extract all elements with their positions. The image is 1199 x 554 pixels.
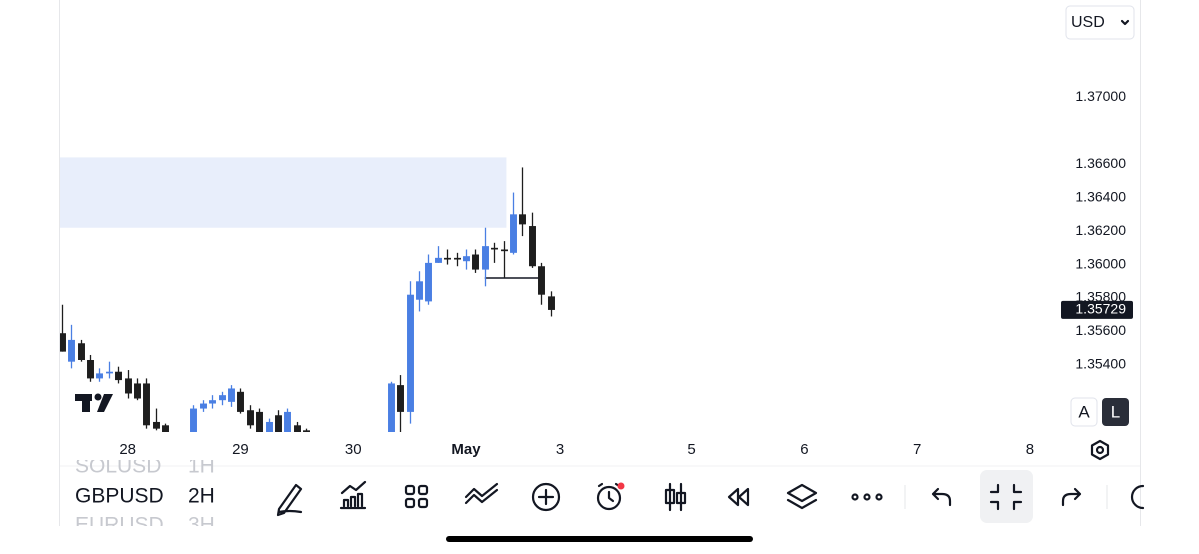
- candle-body: [162, 425, 169, 432]
- candle-body: [143, 383, 150, 426]
- home-indicator: [446, 536, 753, 542]
- plot-area: [60, 157, 555, 432]
- y-tick-label: 1.35800: [1075, 289, 1126, 305]
- x-tick-label: 30: [345, 441, 362, 458]
- layers-icon[interactable]: [786, 483, 818, 510]
- symbol-name: EURUSD: [75, 514, 164, 537]
- candle-body: [200, 403, 207, 409]
- y-tick-label: 1.36600: [1075, 155, 1126, 171]
- candle-body: [190, 408, 197, 432]
- indicators-icon[interactable]: [339, 480, 367, 510]
- candle-body: [510, 214, 517, 253]
- candle-body: [482, 246, 489, 270]
- candle-body: [87, 360, 94, 379]
- candle-body: [237, 391, 244, 412]
- alert-icon[interactable]: [596, 482, 625, 511]
- candle-body: [501, 249, 508, 252]
- candle-body: [463, 256, 470, 262]
- more-icon[interactable]: [851, 493, 883, 501]
- auto-scale-button[interactable]: [1070, 397, 1098, 427]
- candle-body: [275, 415, 282, 432]
- watermark-logo: [75, 393, 113, 412]
- dropdown-arrow: [1120, 19, 1130, 26]
- bar-style-icon[interactable]: [664, 482, 687, 512]
- redo-icon[interactable]: [1061, 487, 1082, 507]
- y-tick-label: 1.35600: [1075, 322, 1126, 338]
- replay-icon[interactable]: [727, 487, 750, 507]
- candle-body: [425, 262, 432, 302]
- currency-label: USD: [1071, 14, 1105, 31]
- interval: 1H: [188, 455, 215, 478]
- auto-scale-label: A: [1078, 402, 1090, 421]
- candle-body: [548, 296, 555, 310]
- last-price-label: 1.35729: [1075, 301, 1126, 317]
- add-icon[interactable]: [531, 482, 561, 512]
- log-scale-label: L: [1111, 402, 1120, 421]
- fullscreen-button[interactable]: [980, 470, 1033, 523]
- x-tick-label: 3: [556, 441, 564, 458]
- candle-body: [115, 371, 122, 381]
- candle-body: [228, 388, 235, 402]
- candle-body: [529, 226, 536, 267]
- candle-body: [472, 254, 479, 270]
- candle-body: [538, 266, 545, 295]
- candle-body: [78, 343, 85, 360]
- candle-body: [491, 247, 498, 250]
- symbol-name: GBPUSD: [75, 485, 164, 508]
- compare-icon[interactable]: [464, 482, 499, 505]
- candle-body: [125, 378, 132, 394]
- interval: 3H: [188, 514, 215, 537]
- zone: [60, 157, 507, 228]
- candle-body: [209, 400, 216, 404]
- candle-body: [219, 395, 226, 401]
- symbol-picker[interactable]: SOLUSD 1H GBPUSD 2H EURUSD 3H: [75, 455, 215, 537]
- candle-body: [266, 421, 273, 432]
- log-scale-button[interactable]: [1102, 398, 1129, 426]
- candle-body: [444, 257, 451, 260]
- settings-icon[interactable]: [1090, 439, 1110, 461]
- candle-body: [247, 410, 254, 426]
- y-tick-label: 1.36200: [1075, 222, 1126, 238]
- candle-body: [96, 373, 103, 379]
- candle-body: [153, 421, 160, 429]
- candle-body: [454, 257, 461, 260]
- last-price-box: [1061, 300, 1133, 319]
- x-tick-label: 6: [800, 441, 808, 458]
- candle-body: [284, 411, 291, 432]
- x-tick-label: 5: [687, 441, 695, 458]
- candle-body: [134, 383, 141, 399]
- draw-tool-icon[interactable]: [276, 483, 303, 517]
- candle-body: [294, 425, 301, 432]
- x-tick-label: 29: [232, 441, 249, 458]
- candle-body: [388, 383, 395, 432]
- layout-icon[interactable]: [404, 484, 429, 509]
- x-tick-label: 28: [119, 441, 136, 458]
- y-tick-label: 1.36400: [1075, 188, 1126, 204]
- symbol-name: SOLUSD: [75, 455, 161, 478]
- undo-icon[interactable]: [931, 487, 952, 507]
- candle-body: [435, 257, 442, 263]
- candle-body: [303, 430, 310, 432]
- candle-body: [519, 214, 526, 225]
- interval: 2H: [188, 485, 215, 508]
- candle-body: [60, 333, 66, 352]
- candle-body: [68, 339, 75, 362]
- currency-button[interactable]: [1065, 5, 1135, 40]
- candle-body: [397, 385, 404, 412]
- collapse-icon: [989, 483, 1023, 511]
- y-tick-label: 1.35400: [1075, 356, 1126, 372]
- x-tick-label: May: [451, 441, 481, 458]
- y-tick-label: 1.36000: [1075, 255, 1126, 271]
- partial-icon[interactable]: [1130, 484, 1145, 510]
- y-tick-label: 1.37000: [1075, 88, 1126, 104]
- candle-body: [106, 371, 113, 374]
- candle-body: [416, 281, 423, 300]
- candle-body: [256, 411, 263, 432]
- candle-body: [407, 294, 414, 412]
- x-tick-label: 7: [913, 441, 921, 458]
- x-tick-label: 8: [1026, 441, 1034, 458]
